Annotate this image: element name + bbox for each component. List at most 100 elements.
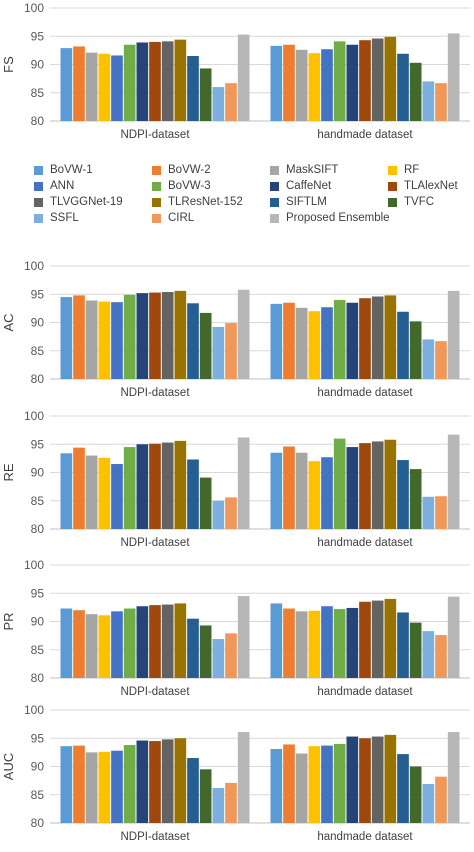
bar-tvfc-ndpi-dataset [199,68,212,121]
bar-tlvggnet-19-ndpi-dataset [161,739,174,823]
bar-masksift-handmade-dataset [295,49,308,122]
bar-tlalexnet-ndpi-dataset [149,741,161,823]
bar-masksift-handmade-dataset [295,307,308,379]
bar-caffenet-ndpi-dataset [136,740,149,823]
legend-item-bovw-3: BoVW-3 [152,180,270,192]
bar-siftlm-ndpi-dataset [187,758,199,823]
legend-label: CIRL [168,212,195,224]
bar-rf-handmade-dataset [308,610,321,678]
bar-proposed-ensemble-ndpi-dataset [237,596,250,678]
bar-ssfl-ndpi-dataset [212,639,225,678]
bar-tlvggnet-19-handmade-dataset [371,736,384,823]
bar-tlresnet-152-ndpi-dataset [174,290,187,379]
bar-tlalexnet-handmade-dataset [359,443,371,529]
y-tick-label: 90 [31,316,45,330]
bar-ann-handmade-dataset [321,307,333,379]
y-tick-label: 80 [31,671,45,685]
bar-tlvggnet-19-ndpi-dataset [161,604,174,678]
legend-label: TLVGGNet-19 [50,196,123,208]
bar-rf-ndpi-dataset [98,615,111,678]
bar-siftlm-ndpi-dataset [187,618,199,678]
bar-rf-handmade-dataset [308,53,321,122]
bar-ann-handmade-dataset [321,49,333,122]
y-tick-label: 85 [31,86,45,100]
ac-chart-svg: 80 85 90 95 100 AC NDPI-dataset handmade datase… [1,259,470,399]
bar-ann-ndpi-dataset [111,611,123,678]
y-tick-label: 85 [31,643,45,657]
bar-tlresnet-152-ndpi-dataset [174,39,187,121]
legend-label: BoVW-3 [168,180,211,192]
bar-ann-handmade-dataset [321,745,333,823]
bar-bovw-2-handmade-dataset [283,446,295,529]
legend-swatch [152,165,161,175]
legend-item-tlvggnet-19: TLVGGNet-19 [34,196,152,208]
x-category-label: handmade dataset [317,537,413,549]
legend-label: BoVW-2 [168,164,211,176]
bar-bovw-3-ndpi-dataset [123,294,136,379]
bar-caffenet-ndpi-dataset [136,444,149,529]
bar-tlalexnet-ndpi-dataset [149,292,161,379]
x-category-label: NDPI-dataset [120,831,190,843]
bar-tlresnet-152-handmade-dataset [384,439,397,529]
bar-bovw-3-ndpi-dataset [123,745,136,823]
bar-tlresnet-152-handmade-dataset [384,734,397,823]
bar-siftlm-ndpi-dataset [187,56,199,121]
bar-bovw-1-handmade-dataset [270,45,283,122]
y-tick-label: 100 [24,1,44,15]
bar-tlalexnet-handmade-dataset [359,601,371,678]
bar-ssfl-ndpi-dataset [212,327,225,379]
bar-proposed-ensemble-ndpi-dataset [237,34,250,121]
y-tick-label: 100 [24,259,44,273]
bar-cirl-handmade-dataset [435,341,447,379]
x-category-label: handmade dataset [317,831,413,843]
bar-tvfc-ndpi-dataset [199,769,212,823]
bar-tvfc-ndpi-dataset [199,312,212,379]
bar-bovw-2-handmade-dataset [283,744,295,823]
bar-proposed-ensemble-ndpi-dataset [237,289,250,379]
x-category-label: NDPI-dataset [120,387,190,399]
bar-cirl-handmade-dataset [435,776,447,823]
legend-swatch [270,213,279,223]
re-chart-svg: 80 85 90 95 100 RE NDPI-dataset handmade datase… [1,409,470,549]
bar-bovw-2-ndpi-dataset [73,745,85,823]
y-tick-label: 100 [24,558,44,572]
y-tick-label: 85 [31,788,45,802]
legend-item-cirl: CIRL [152,212,270,224]
bar-rf-ndpi-dataset [98,457,111,529]
bar-rf-ndpi-dataset [98,751,111,823]
bar-ssfl-handmade-dataset [422,496,435,529]
legend-swatch [152,197,161,207]
legend-swatch [388,165,397,175]
bar-proposed-ensemble-handmade-dataset [447,434,460,529]
bar-cirl-ndpi-dataset [225,323,237,379]
bar-tlresnet-152-handmade-dataset [384,598,397,678]
bar-bovw-3-handmade-dataset [333,41,346,121]
legend-item-bovw-2: BoVW-2 [152,164,270,176]
bar-masksift-handmade-dataset [295,611,308,678]
bar-masksift-ndpi-dataset [85,300,98,379]
x-category-label: handmade dataset [317,387,413,399]
legend-label: TVFC [404,196,435,208]
bar-tlresnet-152-handmade-dataset [384,295,397,379]
auc-chart-svg: 80 85 90 95 100 AUC NDPI-dataset handmade datas… [1,703,470,843]
bar-proposed-ensemble-handmade-dataset [447,290,460,379]
bar-caffenet-ndpi-dataset [136,42,149,122]
bar-ann-ndpi-dataset [111,464,123,529]
bar-bovw-3-handmade-dataset [333,743,346,823]
legend-swatch [388,197,397,207]
bar-bovw-2-handmade-dataset [283,44,295,121]
bar-tlvggnet-19-ndpi-dataset [161,291,174,379]
bar-bovw-2-ndpi-dataset [73,447,85,529]
y-tick-label: 80 [31,114,45,128]
bar-tlalexnet-handmade-dataset [359,298,371,379]
y-tick-label: 90 [31,58,45,72]
bar-bovw-3-ndpi-dataset [123,447,136,529]
legend-label: CaffeNet [286,180,332,192]
legend-label: ANN [50,180,75,192]
bar-ssfl-ndpi-dataset [212,87,225,121]
bar-cirl-handmade-dataset [435,83,447,121]
legend-item-masksift: MaskSIFT [270,164,388,176]
bar-siftlm-handmade-dataset [397,460,409,529]
bar-tvfc-ndpi-dataset [199,625,212,678]
legend-swatch [152,181,161,191]
